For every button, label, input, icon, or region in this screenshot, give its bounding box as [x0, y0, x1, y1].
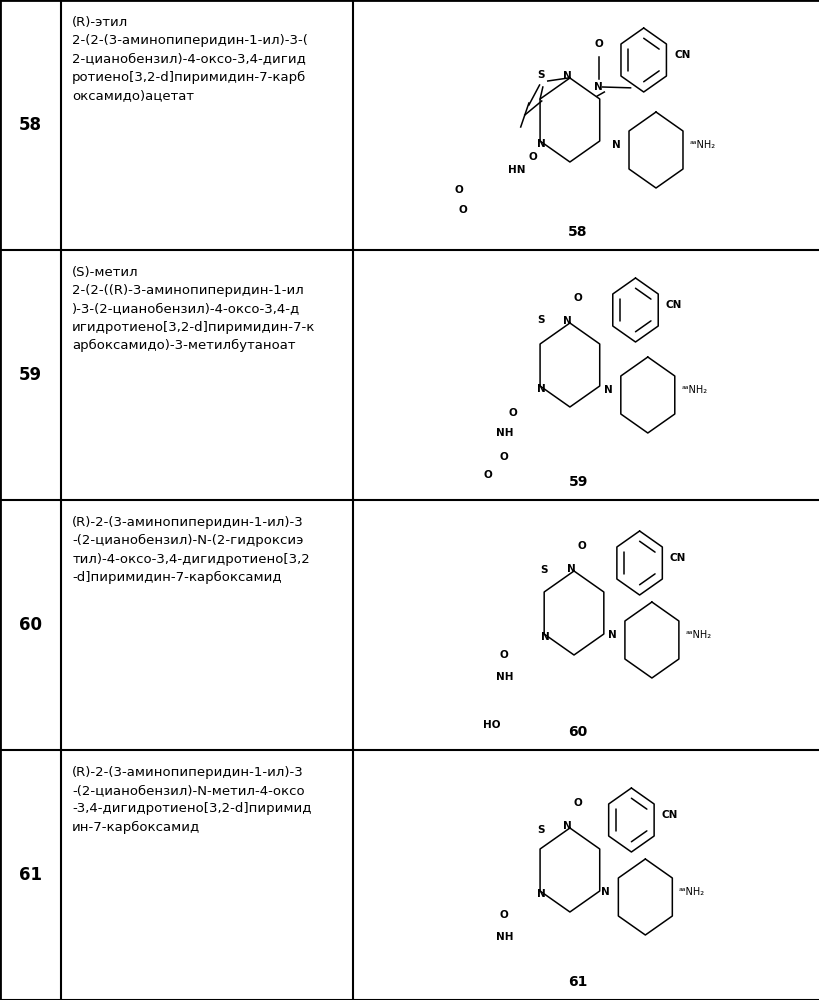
Text: S: S — [536, 315, 545, 325]
Text: 60: 60 — [568, 725, 587, 739]
Text: N: N — [563, 71, 571, 81]
Text: N: N — [603, 385, 612, 395]
Text: 59: 59 — [19, 366, 43, 384]
Text: N: N — [563, 316, 571, 326]
Text: N: N — [594, 82, 602, 92]
Text: N: N — [536, 889, 545, 899]
Text: 61: 61 — [568, 975, 587, 989]
Text: (R)-2-(3-аминопиперидин-1-ил)-3
-(2-цианобензил)-N-метил-4-оксо
-3,4-дигидротиен: (R)-2-(3-аминопиперидин-1-ил)-3 -(2-циан… — [72, 766, 311, 834]
Text: N: N — [567, 564, 575, 574]
Text: O: O — [500, 910, 508, 920]
Text: 60: 60 — [19, 616, 43, 634]
Text: O: O — [573, 293, 581, 303]
Text: N: N — [563, 821, 571, 831]
Text: O: O — [483, 470, 491, 480]
Text: NH: NH — [495, 428, 513, 438]
Text: O: O — [508, 408, 516, 418]
Text: 58: 58 — [568, 225, 587, 239]
Text: ᵃᵃNH₂: ᵃᵃNH₂ — [685, 630, 711, 640]
Text: ᵃᵃNH₂: ᵃᵃNH₂ — [689, 140, 715, 150]
Text: O: O — [528, 152, 536, 162]
Text: ᵃᵃNH₂: ᵃᵃNH₂ — [681, 385, 707, 395]
Text: O: O — [459, 205, 467, 215]
Text: N: N — [611, 140, 620, 150]
Text: CN: CN — [669, 553, 686, 563]
Text: (S)-метил
2-(2-((R)-3-аминопиперидин-1-ил
)-3-(2-цианобензил)-4-оксо-3,4-д
игидр: (S)-метил 2-(2-((R)-3-аминопиперидин-1-и… — [72, 266, 315, 352]
Text: 61: 61 — [19, 866, 43, 884]
Text: HO: HO — [482, 720, 500, 730]
Text: O: O — [577, 541, 586, 551]
Text: N: N — [600, 887, 609, 897]
Text: (R)-2-(3-аминопиперидин-1-ил)-3
-(2-цианобензил)-N-(2-гидроксиэ
тил)-4-оксо-3,4-: (R)-2-(3-аминопиперидин-1-ил)-3 -(2-циан… — [72, 516, 310, 584]
Text: NH: NH — [495, 672, 513, 682]
Text: O: O — [594, 39, 602, 49]
Text: CN: CN — [661, 810, 677, 820]
Text: N: N — [536, 384, 545, 394]
Text: NH: NH — [495, 932, 513, 942]
Text: N: N — [536, 139, 545, 149]
Text: O: O — [573, 798, 581, 808]
Text: O: O — [500, 650, 508, 660]
Text: 59: 59 — [568, 475, 587, 489]
Text: S: S — [536, 825, 545, 835]
Text: N: N — [541, 632, 550, 642]
Text: O: O — [500, 452, 508, 462]
Text: CN: CN — [665, 300, 681, 310]
Text: N: N — [607, 630, 616, 640]
Text: O: O — [455, 185, 463, 195]
Text: CN: CN — [673, 50, 690, 60]
Text: 58: 58 — [19, 116, 43, 134]
Text: (R)-этил
2-(2-(3-аминопиперидин-1-ил)-3-(
2-цианобензил)-4-оксо-3,4-дигид
ротиен: (R)-этил 2-(2-(3-аминопиперидин-1-ил)-3-… — [72, 16, 308, 102]
Text: S: S — [539, 565, 547, 575]
Text: S: S — [536, 70, 545, 80]
Text: HN: HN — [507, 165, 525, 175]
Text: ᵃᵃNH₂: ᵃᵃNH₂ — [678, 887, 704, 897]
